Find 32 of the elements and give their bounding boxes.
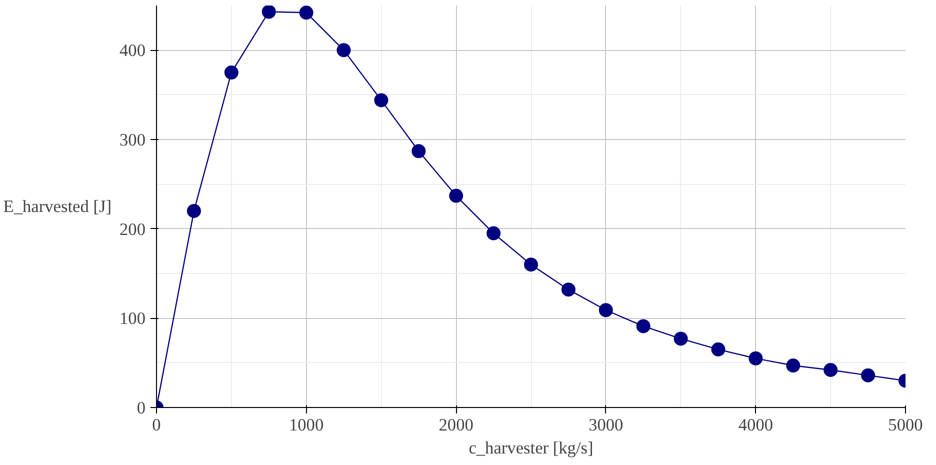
point bbox=[336, 43, 351, 58]
point bbox=[262, 6, 276, 19]
point bbox=[598, 303, 613, 318]
point bbox=[561, 282, 576, 297]
y-tick-label: 200 bbox=[120, 220, 146, 239]
point bbox=[524, 258, 538, 272]
x-tick-label: 0 bbox=[152, 416, 161, 434]
x-tick-label: 2000 bbox=[438, 416, 474, 434]
y-tick-label: 0 bbox=[136, 398, 146, 418]
point bbox=[861, 368, 876, 382]
x-axis-title: c_harvester [kg/s] bbox=[468, 438, 594, 458]
x-tick-label: 5000 bbox=[888, 416, 923, 434]
point bbox=[748, 351, 763, 366]
point bbox=[224, 66, 238, 80]
y-tick-label: 400 bbox=[120, 41, 146, 60]
point bbox=[786, 358, 800, 372]
point bbox=[674, 332, 688, 346]
point bbox=[299, 6, 314, 20]
point bbox=[449, 188, 464, 203]
y-tick-label: 100 bbox=[120, 309, 146, 328]
x-tick-label: 1000 bbox=[288, 416, 324, 434]
point bbox=[824, 362, 838, 377]
x-tick-label: 3000 bbox=[588, 416, 624, 434]
point bbox=[636, 319, 650, 334]
point bbox=[374, 93, 388, 108]
point bbox=[186, 204, 201, 218]
point bbox=[486, 226, 501, 240]
point bbox=[412, 144, 426, 158]
point bbox=[711, 342, 726, 356]
y-tick-label: 300 bbox=[120, 130, 146, 150]
y-axis-title: E_harvested [J] bbox=[3, 197, 112, 216]
x-tick-label: 4000 bbox=[738, 416, 774, 434]
